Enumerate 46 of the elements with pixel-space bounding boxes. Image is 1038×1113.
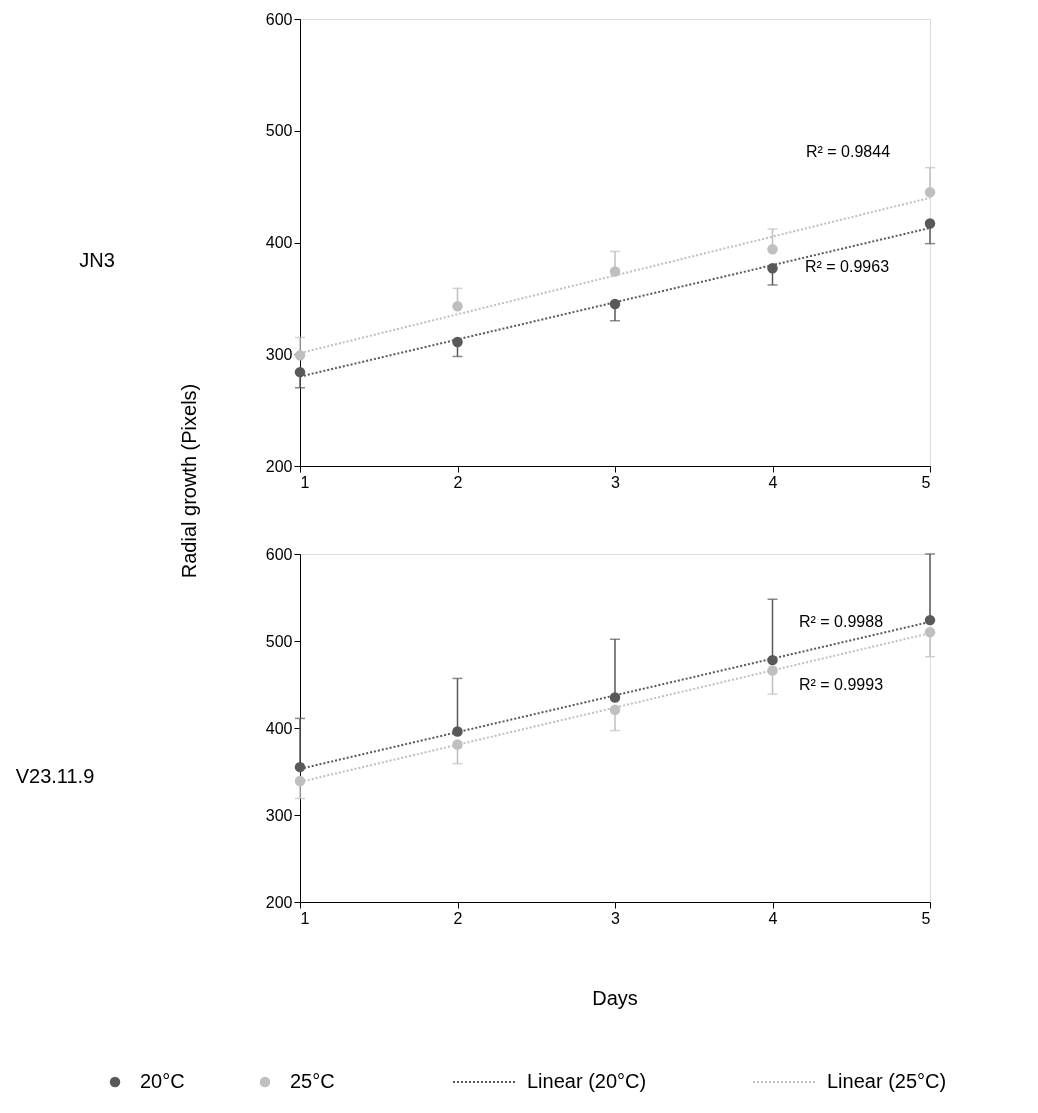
y-tick-label: 400 [265,234,293,251]
x-axis-title: Days [592,987,638,1009]
y-tick-label: 600 [265,545,293,563]
x-tick-label: 1 [300,473,310,491]
y-tick-label: 600 [265,10,293,28]
y-tick-label: 300 [265,345,293,363]
point [452,300,463,312]
point [767,243,778,255]
point [767,262,778,274]
x-tick-label: 2 [453,909,463,927]
point [294,775,306,787]
y-axis-title: Radial growth (Pixels) [178,383,200,579]
y-tick-label: 500 [265,632,293,650]
x-tick-label: 5 [921,473,931,491]
annotation: R² = 0.9993 [798,676,884,693]
x-tick-label: 2 [453,473,463,491]
x-tick-label: 4 [768,473,778,491]
y-tick-label: 500 [265,122,293,140]
y-tick-label: 200 [265,457,293,475]
point [609,266,621,277]
legend-label: Linear (20°C) [527,1070,647,1092]
x-tick-label: 5 [921,909,931,927]
point [294,350,306,361]
point [452,739,463,750]
legend-label: 20°C [140,1070,185,1092]
point [294,761,306,773]
annotation: R² = 0.9988 [798,613,884,630]
point [924,186,936,198]
point [294,366,306,378]
point [452,726,463,737]
x-tick-label: 3 [611,909,621,927]
y-tick-label: 200 [265,893,293,911]
y-tick-label: 300 [265,806,293,824]
text: JN3 [79,249,115,271]
y-tick-label: 400 [265,719,293,737]
legend-label: 25°C [290,1070,335,1092]
point [924,218,936,229]
x-tick-label: 1 [300,909,310,927]
text: V23.11.9 [15,765,95,787]
annotation: R² = 0.9963 [804,258,890,275]
legend-label: Linear (25°C) [827,1070,947,1092]
point [924,614,936,626]
point [924,627,936,638]
x-tick-label: 4 [768,909,778,927]
x-tick-label: 3 [611,473,621,491]
annotation: R² = 0.9844 [805,143,891,160]
